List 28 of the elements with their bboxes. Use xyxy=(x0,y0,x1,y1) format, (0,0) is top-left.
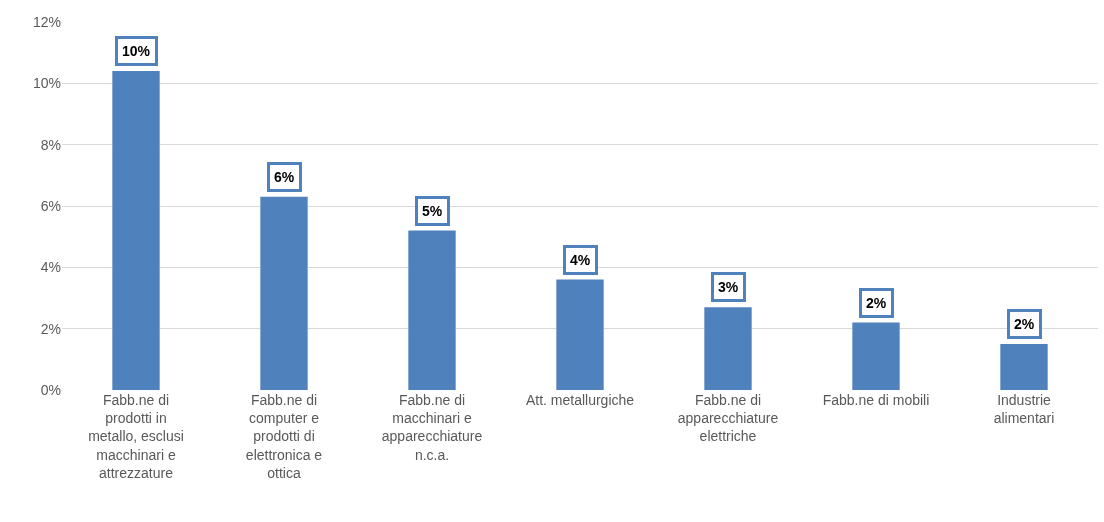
data-label: 5% xyxy=(422,203,443,219)
data-label: 3% xyxy=(718,279,739,295)
x-tick-label: Fabb.ne di macchinari e apparecchiature n.c.a. xyxy=(381,392,483,463)
x-tick-label: Att. metallurgiche xyxy=(525,392,635,408)
bar xyxy=(556,279,604,390)
bar xyxy=(112,71,160,390)
y-tick-label: 6% xyxy=(40,197,61,214)
data-label: 2% xyxy=(866,295,887,311)
x-tick-label: Fabb.ne di prodotti in metallo, esclusi macchinari e attrezzature xyxy=(88,392,184,481)
bar xyxy=(704,307,752,390)
x-tick-label: Fabb.ne di computer e prodotti di elettronica e ottica xyxy=(245,392,323,481)
y-tick-label: 0% xyxy=(40,381,61,398)
data-label: 6% xyxy=(274,169,295,185)
y-tick-label: 10% xyxy=(32,75,61,92)
x-tick-label: Industrie alimentari xyxy=(993,392,1055,427)
x-tick-label: Fabb.ne di mobili xyxy=(822,392,930,408)
y-tick-label: 2% xyxy=(40,320,61,337)
bar xyxy=(1000,344,1048,390)
y-tick-label: 8% xyxy=(40,136,61,153)
y-tick-label: 12% xyxy=(32,13,61,30)
bar xyxy=(260,196,308,390)
x-tick-label: Fabb.ne di apparecchiature elettriche xyxy=(677,392,779,445)
data-label: 2% xyxy=(1014,316,1035,332)
data-label: 10% xyxy=(122,43,151,59)
y-tick-label: 4% xyxy=(40,259,61,276)
bar xyxy=(852,322,900,390)
data-label: 4% xyxy=(570,252,591,268)
bar xyxy=(408,230,456,390)
